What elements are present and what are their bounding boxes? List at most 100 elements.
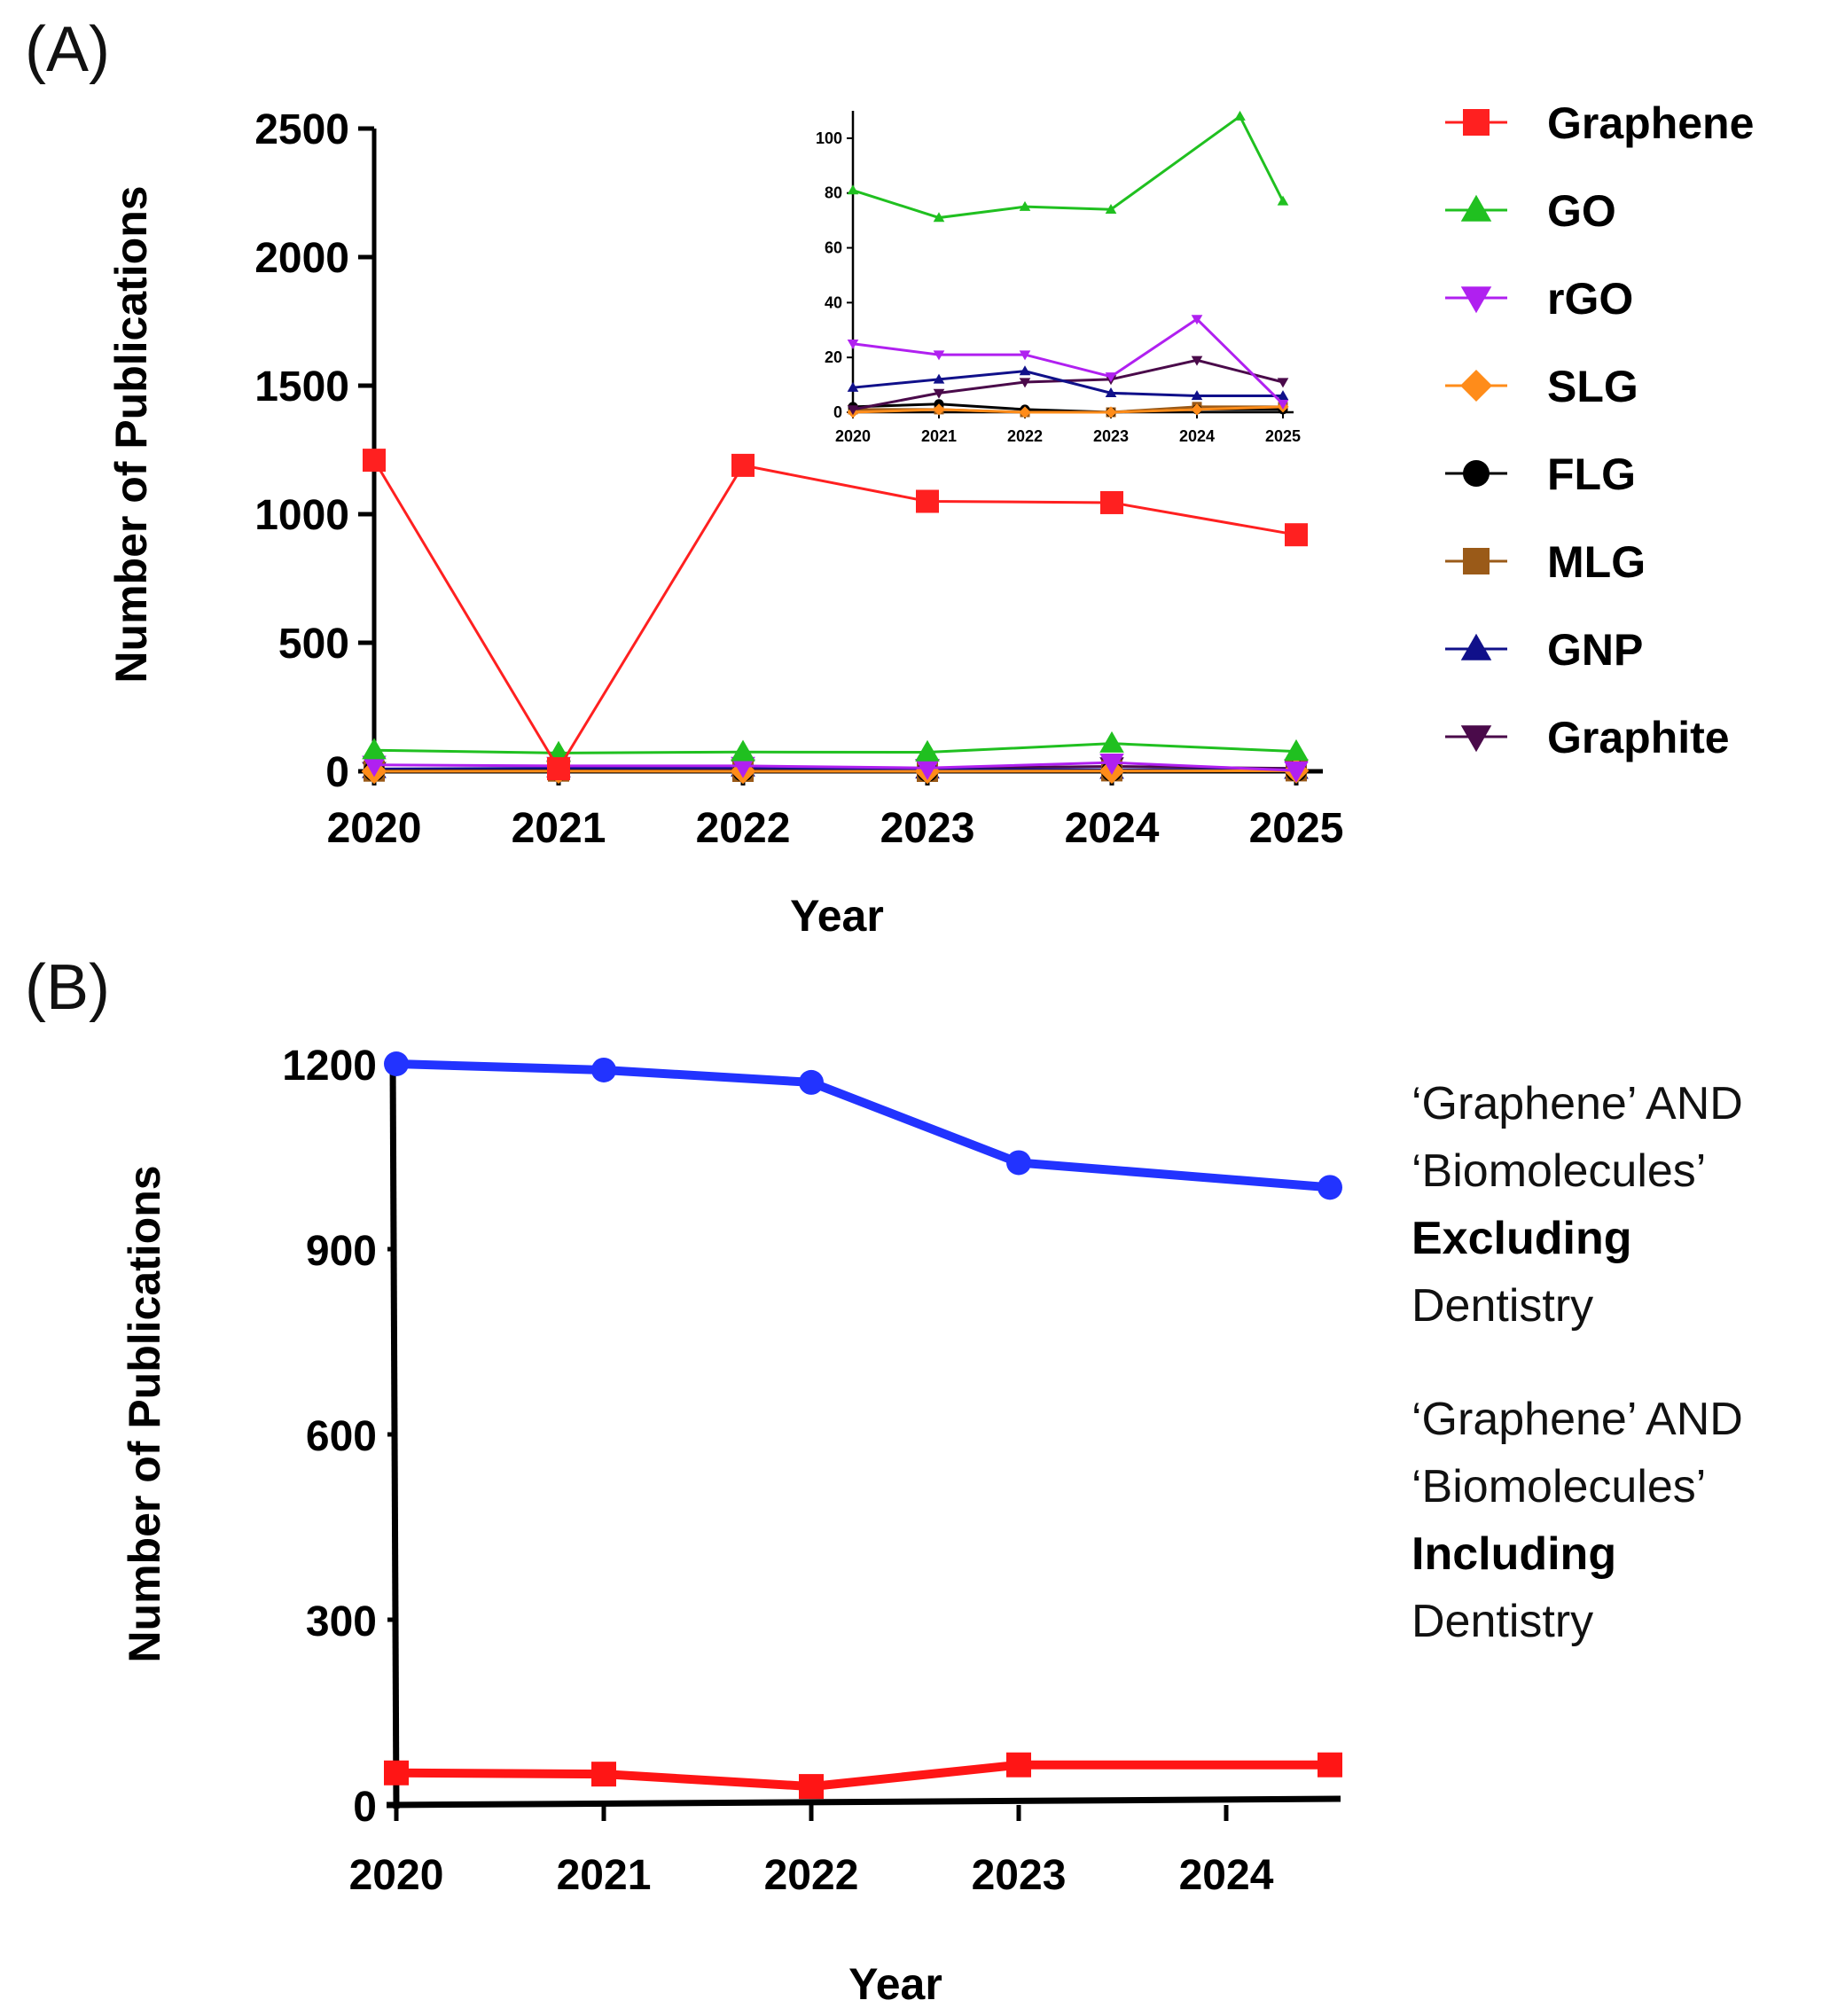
inset-point-go xyxy=(1105,203,1117,214)
inset-point-rgo xyxy=(1019,350,1031,361)
chart-b-y-axis-title: Number of Publications xyxy=(120,1165,169,1662)
legend-marker xyxy=(1463,548,1490,574)
inset-point-go xyxy=(933,212,945,223)
legend-marker xyxy=(1460,725,1492,753)
legend-b-incl-line3: Including xyxy=(1411,1528,1616,1580)
x-tick-label: 2023 xyxy=(880,805,975,852)
legend-b-incl-line1: ‘Graphene’ AND xyxy=(1411,1394,1743,1445)
inset-point-graphite xyxy=(1191,356,1203,366)
point-graphene xyxy=(1100,490,1123,514)
x-tick-label: 2020 xyxy=(327,805,422,852)
series-line-excluding xyxy=(395,1059,1331,1192)
point-excluding xyxy=(591,1057,616,1082)
point-go xyxy=(915,739,940,762)
point-graphene xyxy=(363,449,386,473)
legend-marker xyxy=(1463,109,1490,136)
point-including xyxy=(799,1774,824,1800)
point-go xyxy=(731,739,755,762)
series-line-rgo xyxy=(373,761,1297,772)
inset-y-tick-label: 100 xyxy=(816,129,842,147)
legend-entry-mlg: MLG xyxy=(1445,537,1646,587)
point-rgo xyxy=(915,759,940,781)
inset-point-go xyxy=(1019,200,1031,211)
inset-series-line-rgo xyxy=(852,316,1285,405)
inset-series-line-gnp xyxy=(852,370,1283,397)
inset-point-go xyxy=(1234,110,1246,121)
inset-point-rgo xyxy=(1105,372,1117,383)
inset-point-gnp xyxy=(1191,390,1203,401)
chart-b-legend: ‘Graphene’ AND ‘Biomolecules’ Excluding … xyxy=(1411,1078,1743,1647)
point-excluding xyxy=(384,1051,409,1076)
inset-point-rgo xyxy=(847,340,859,350)
point-rgo xyxy=(731,756,755,778)
inset-y-tick-label: 0 xyxy=(833,403,842,421)
inset-x-tick-label: 2020 xyxy=(835,427,871,445)
legend-label: FLG xyxy=(1547,449,1636,499)
x-tick-label: 2023 xyxy=(972,1852,1067,1899)
legend-label: Graphite xyxy=(1547,713,1730,762)
legend-b-excl-line1: ‘Graphene’ AND xyxy=(1411,1078,1743,1129)
inset-y-tick-label: 20 xyxy=(825,348,842,366)
inset-x-tick-label: 2024 xyxy=(1179,427,1215,445)
chart-a-x-axis-title: Year xyxy=(790,891,884,941)
x-tick-label: 2021 xyxy=(557,1852,652,1899)
inset-y-tick-label: 40 xyxy=(825,293,842,311)
inset-point-go xyxy=(1277,195,1289,206)
legend-entry-gnp: GNP xyxy=(1445,625,1643,675)
point-excluding xyxy=(799,1069,824,1095)
legend-marker xyxy=(1460,370,1492,402)
x-tick-label: 2022 xyxy=(696,805,791,852)
legend-marker xyxy=(1460,286,1492,314)
y-tick-label: 600 xyxy=(306,1413,377,1460)
y-tick-label: 500 xyxy=(278,621,349,668)
inset-point-graphite xyxy=(1277,378,1289,388)
inset-y-tick-label: 60 xyxy=(825,239,842,257)
inset-point-slg xyxy=(1105,406,1117,418)
point-excluding xyxy=(1318,1175,1342,1200)
legend-label: GO xyxy=(1547,186,1616,236)
legend-entry-flg: FLG xyxy=(1445,449,1636,499)
inset-x-tick-label: 2025 xyxy=(1265,427,1301,445)
legend-label: SLG xyxy=(1547,362,1638,411)
y-tick-label: 1500 xyxy=(254,363,349,410)
legend-entry-go: GO xyxy=(1445,186,1616,236)
legend-entry-graphite: Graphite xyxy=(1445,713,1730,762)
series-line-including xyxy=(395,1760,1330,1792)
inset-series-line-graphite xyxy=(852,358,1284,411)
x-tick-label: 2021 xyxy=(512,805,606,852)
legend-b-excl-line3: Excluding xyxy=(1411,1213,1631,1264)
inset-point-graphite xyxy=(847,405,859,416)
inset-point-rgo xyxy=(933,350,945,361)
point-go xyxy=(362,738,387,760)
y-tick-label: 300 xyxy=(306,1598,377,1645)
point-go xyxy=(1099,731,1124,753)
legend-marker xyxy=(1460,194,1492,222)
legend-b-incl-line2: ‘Biomolecules’ xyxy=(1411,1461,1706,1512)
x-tick-label: 2022 xyxy=(764,1852,859,1899)
inset-series-line-slg xyxy=(852,405,1284,414)
chart-a-legend: Graphene GO rGO SLG FLG MLG GNP Graphite xyxy=(1445,98,1754,762)
chart-a-inset: 0 20 40 60 80 100 2020 2021 2022 2023 2024 2025 xyxy=(816,110,1301,445)
legend-entry-including: ‘Graphene’ AND ‘Biomolecules’ Including … xyxy=(1411,1394,1743,1647)
inset-point-slg xyxy=(1019,406,1031,418)
point-rgo xyxy=(362,755,387,777)
inset-point-gnp xyxy=(847,381,859,392)
x-tick-label: 2025 xyxy=(1249,805,1344,852)
chart-b-x-axis-title: Year xyxy=(848,1959,942,2009)
y-tick-label: 0 xyxy=(325,749,349,796)
series-line-slg xyxy=(373,769,1297,773)
series-line-go xyxy=(373,742,1297,754)
inset-point-slg xyxy=(933,403,945,416)
inset-point-gnp xyxy=(1105,387,1117,398)
x-tick-label: 2024 xyxy=(1065,805,1160,852)
point-excluding xyxy=(1006,1150,1031,1176)
legend-entry-excluding: ‘Graphene’ AND ‘Biomolecules’ Excluding … xyxy=(1411,1078,1743,1332)
inset-point-gnp xyxy=(1277,390,1289,401)
inset-point-gnp xyxy=(933,373,945,384)
y-tick-label: 900 xyxy=(306,1228,377,1275)
chart-b-axes: 0 300 600 900 1200 2020 2021 2022 2023 2024 xyxy=(282,1043,1341,1899)
y-tick-label: 2000 xyxy=(254,235,349,282)
legend-label: GNP xyxy=(1547,625,1643,675)
